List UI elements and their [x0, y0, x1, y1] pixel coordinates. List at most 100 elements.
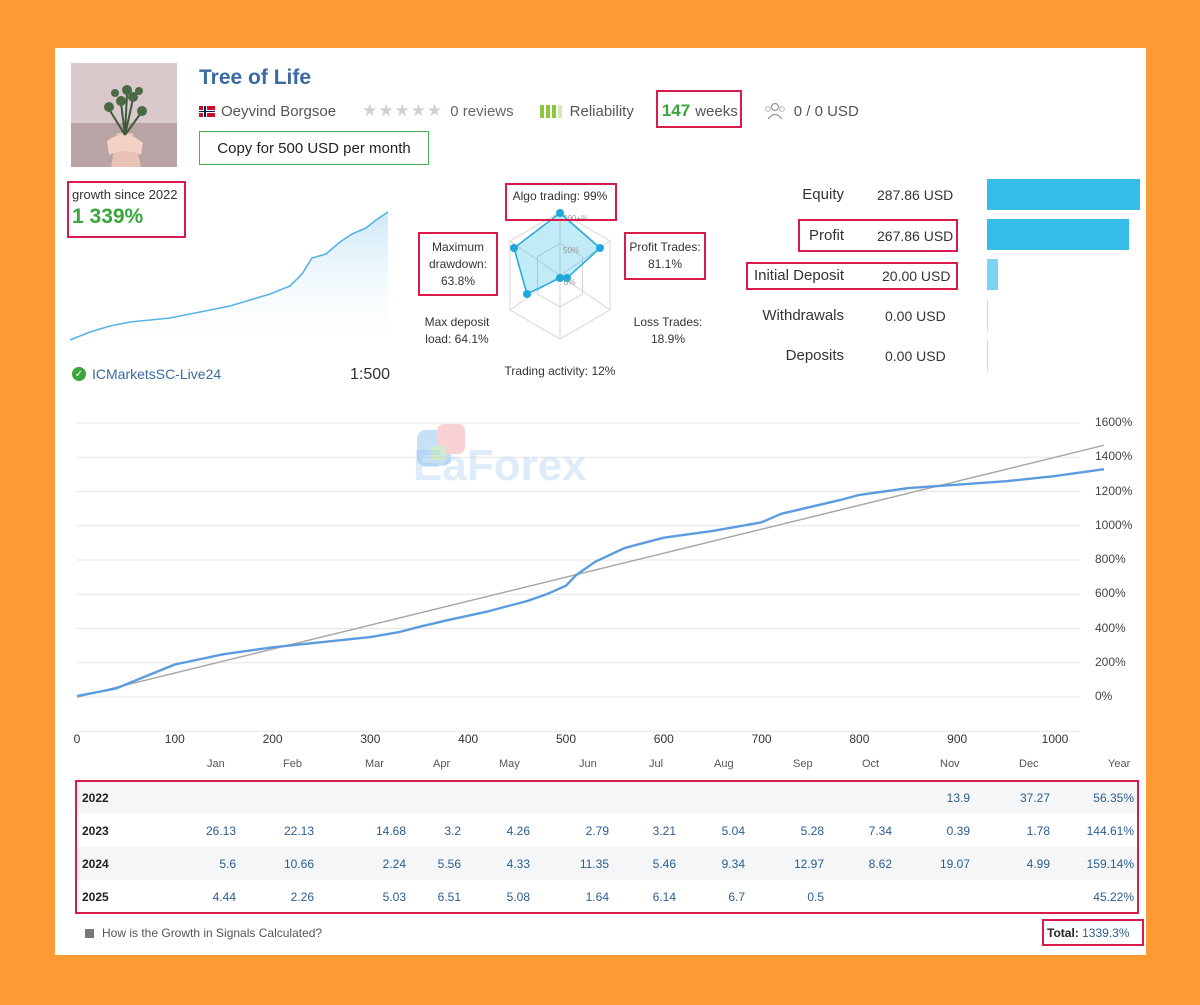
leverage-value: 1:500	[350, 366, 391, 383]
month-cell[interactable]: 5.46	[652, 857, 676, 871]
month-cell[interactable]: 0.39	[946, 824, 970, 838]
month-cell[interactable]: 5.6	[219, 857, 236, 871]
growth-value: 1 339%	[72, 205, 144, 228]
month-cell[interactable]: 7.34	[868, 824, 892, 838]
trend-line	[76, 444, 1105, 698]
x-tick-label: 900	[947, 732, 968, 746]
month-cell[interactable]: 5.56	[437, 857, 461, 871]
month-cell[interactable]: 12.97	[793, 857, 824, 871]
copy-subscribe-button[interactable]: Copy for 500 USD per month	[199, 131, 429, 165]
month-cell[interactable]: 8.62	[868, 857, 892, 871]
radar-dd-line1: Maximum	[431, 240, 484, 254]
radar-dd-line2: drawdown:	[428, 257, 488, 271]
y-tick-label: 800%	[1095, 552, 1126, 566]
highlight-profit	[798, 219, 958, 252]
author-name[interactable]: Oeyvind Borgsoe	[221, 102, 337, 120]
month-cell[interactable]: 5.28	[800, 824, 824, 838]
stat-deposit-bar	[987, 259, 998, 290]
growth-calc-link-text[interactable]: How is the Growth in Signals Calculated?	[102, 926, 323, 940]
highlight-table	[75, 780, 1139, 914]
month-cell[interactable]: 4.99	[1026, 857, 1050, 871]
stat-deposits-value: 0.00 USD	[885, 348, 946, 364]
month-header: Nov	[940, 758, 960, 770]
month-cell[interactable]: 5.08	[506, 890, 530, 904]
avatar-image	[71, 63, 177, 167]
month-cell[interactable]: 11.35	[579, 857, 609, 871]
month-cell[interactable]: 6.51	[437, 890, 461, 904]
month-cell[interactable]: 19.07	[939, 857, 970, 871]
month-cell[interactable]: 3.21	[652, 824, 676, 838]
month-cell[interactable]: 22.13	[283, 824, 314, 838]
month-header: Dec	[1019, 758, 1039, 770]
weeks-label: weeks	[695, 103, 738, 120]
highlight-weeks	[656, 90, 742, 128]
month-cell[interactable]: 4.33	[506, 857, 530, 871]
x-tick-label: 700	[751, 732, 772, 746]
table-row: 2025 4.44 2.26 5.03 6.51 5.08 1.64 6.14 6.7 0.5 45…	[76, 880, 1138, 913]
broker-name[interactable]: ICMarketsSC-Live24	[92, 366, 222, 382]
radar-profit-line2: 81.1%	[647, 257, 683, 271]
signal-title[interactable]: Tree of Life	[199, 66, 312, 89]
radar-label-algo: Algo trading: 99%	[512, 189, 608, 203]
stat-withdrawals-value: 0.00 USD	[885, 308, 946, 324]
growth-label: growth since 2022	[72, 187, 178, 202]
radar-profit-line1: Profit Trades:	[629, 240, 701, 254]
month-cell[interactable]: 5.03	[382, 890, 406, 904]
radar-scale-0: 0%	[564, 278, 576, 287]
signal-card: Tree of Life Oeyvind Borgsoe ★★★★★ 0 rev…	[55, 48, 1146, 955]
highlight-total	[1042, 919, 1144, 946]
month-cell[interactable]: 1.78	[1026, 824, 1050, 838]
x-tick-label: 1000	[1041, 732, 1069, 746]
month-cell[interactable]: 2.24	[382, 857, 406, 871]
month-cell[interactable]: 10.66	[283, 857, 314, 871]
month-cell[interactable]: 5.04	[721, 824, 745, 838]
radar-label-activity: Trading activity: 12%	[504, 364, 616, 378]
y-tick-label: 1200%	[1095, 483, 1133, 498]
growth-calc-link[interactable]: How is the Growth in Signals Calculated?	[85, 926, 322, 940]
month-header: Sep	[793, 758, 813, 770]
highlight-profit-trades	[624, 232, 706, 280]
x-tick-label: 600	[653, 732, 674, 746]
row-year: 2023	[82, 824, 109, 838]
month-cell[interactable]: 14.68	[375, 824, 406, 838]
month-cell[interactable]: 3.2	[444, 824, 461, 838]
radar-area	[513, 212, 602, 296]
year-total-cell[interactable]: 45.22%	[1093, 890, 1134, 904]
month-cell[interactable]: 2.79	[585, 824, 609, 838]
weeks-block: 147 weeks	[662, 101, 738, 121]
row-year: 2025	[82, 890, 109, 904]
month-cell[interactable]: 2.26	[290, 890, 314, 904]
month-cell[interactable]: 4.26	[506, 824, 530, 838]
author-row: Oeyvind Borgsoe ★★★★★ 0 reviews Reliabil…	[199, 101, 859, 121]
stat-equity-label: Equity	[802, 186, 844, 203]
reliability-label: Reliability	[569, 102, 634, 120]
radar-point-profit	[596, 244, 604, 252]
x-tick-label: 500	[555, 732, 577, 746]
month-header: Jan	[207, 758, 225, 770]
verified-check-icon: ✓	[72, 367, 86, 381]
x-tick-label: 400	[458, 732, 479, 746]
month-cell[interactable]: 6.7	[728, 890, 745, 904]
year-total-cell[interactable]: 144.61%	[1086, 824, 1134, 838]
y-tick-label: 1000%	[1095, 517, 1133, 532]
y-tick-label: 200%	[1095, 654, 1126, 669]
month-cell[interactable]: 4.44	[212, 890, 236, 904]
month-cell[interactable]: 26.13	[205, 824, 236, 838]
info-square-icon	[85, 928, 94, 938]
year-total-cell[interactable]: 56.35%	[1093, 791, 1134, 805]
year-total-cell[interactable]: 159.14%	[1086, 857, 1134, 871]
month-cell[interactable]: 6.14	[652, 890, 676, 904]
broker-link[interactable]: ✓ ICMarketsSC-Live24	[72, 366, 221, 382]
month-cell[interactable]: 13.9	[946, 791, 970, 805]
month-cell[interactable]: 37.27	[1019, 791, 1050, 805]
radar-loss-line2: 18.9%	[650, 332, 686, 346]
subscribers-icon	[764, 102, 785, 120]
month-cell[interactable]: 9.34	[721, 857, 745, 871]
month-cell[interactable]: 0.5	[807, 890, 824, 904]
month-cell[interactable]: 1.64	[585, 890, 609, 904]
reviews-count[interactable]: 0 reviews	[450, 102, 514, 120]
x-tick-label: 100	[164, 732, 185, 746]
subscribers-block: 0 / 0 USD	[764, 102, 859, 120]
x-tick-label: 0	[73, 732, 81, 746]
radar-label-loss: Loss Trades: 18.9%	[623, 314, 713, 348]
